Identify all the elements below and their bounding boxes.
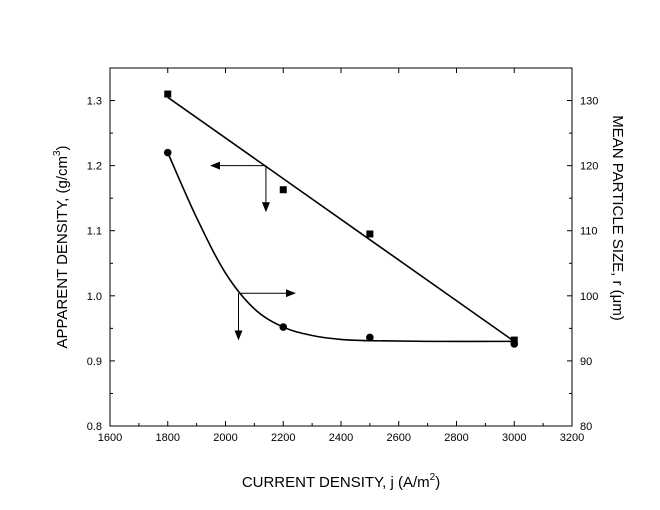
right-y-tick-label: 120 (580, 161, 598, 173)
right-y-tick-label: 80 (580, 421, 592, 433)
right-y-tick-label: 100 (580, 291, 598, 303)
right-y-tick-label: 90 (580, 356, 592, 368)
left-y-tick-label: 1.0 (87, 291, 102, 303)
left-y-tick-label: 1.3 (87, 96, 102, 108)
left-y-tick-label: 1.2 (87, 161, 102, 173)
square-point (510, 336, 518, 344)
annotation-arrows (210, 161, 296, 341)
right-axis-title: MEAN PARTICLE SIZE, r (μm) (609, 115, 626, 321)
x-tick-label: 2400 (329, 432, 353, 444)
square-point (164, 90, 172, 98)
circle-point (366, 333, 374, 342)
x-tick-label: 1800 (156, 432, 180, 444)
plot-frame (109, 67, 573, 427)
left-y-tick-label: 0.9 (87, 356, 102, 368)
x-tick-label: 2000 (213, 432, 237, 444)
square-point (366, 230, 374, 238)
circle-series-fit-curve (167, 152, 515, 343)
fit-lines (167, 96, 515, 343)
right-axis-ticks: 80 90 100 110 120 130 (567, 96, 598, 433)
square-series-fit-line (167, 96, 515, 343)
x-axis-title: CURRENT DENSITY, j (A/m2) (242, 472, 440, 491)
x-tick-label: 1600 (98, 432, 122, 444)
left-y-tick-label: 0.8 (87, 421, 102, 433)
circle-point (279, 323, 288, 331)
x-tick-label: 2800 (444, 432, 468, 444)
circle-point (163, 148, 172, 157)
x-axis-ticks: 1600 1800 2000 2200 2400 2600 2800 3000 3200 (98, 68, 584, 444)
left-y-tick-label: 1.1 (87, 226, 102, 238)
right-y-tick-label: 130 (580, 96, 598, 108)
square-point (279, 186, 287, 194)
right-y-tick-label: 110 (580, 226, 598, 238)
x-tick-label: 3200 (560, 432, 584, 444)
left-axis-title: APPARENT DENSITY, (g/cm3) (52, 145, 71, 348)
x-tick-label: 2200 (271, 432, 295, 444)
x-tick-label: 2600 (387, 432, 411, 444)
x-tick-label: 3000 (502, 432, 526, 444)
data-markers (163, 90, 519, 348)
left-axis-ticks: 0.8 0.9 1.0 1.1 1.2 1.3 (87, 96, 115, 433)
circle-point (510, 340, 519, 348)
